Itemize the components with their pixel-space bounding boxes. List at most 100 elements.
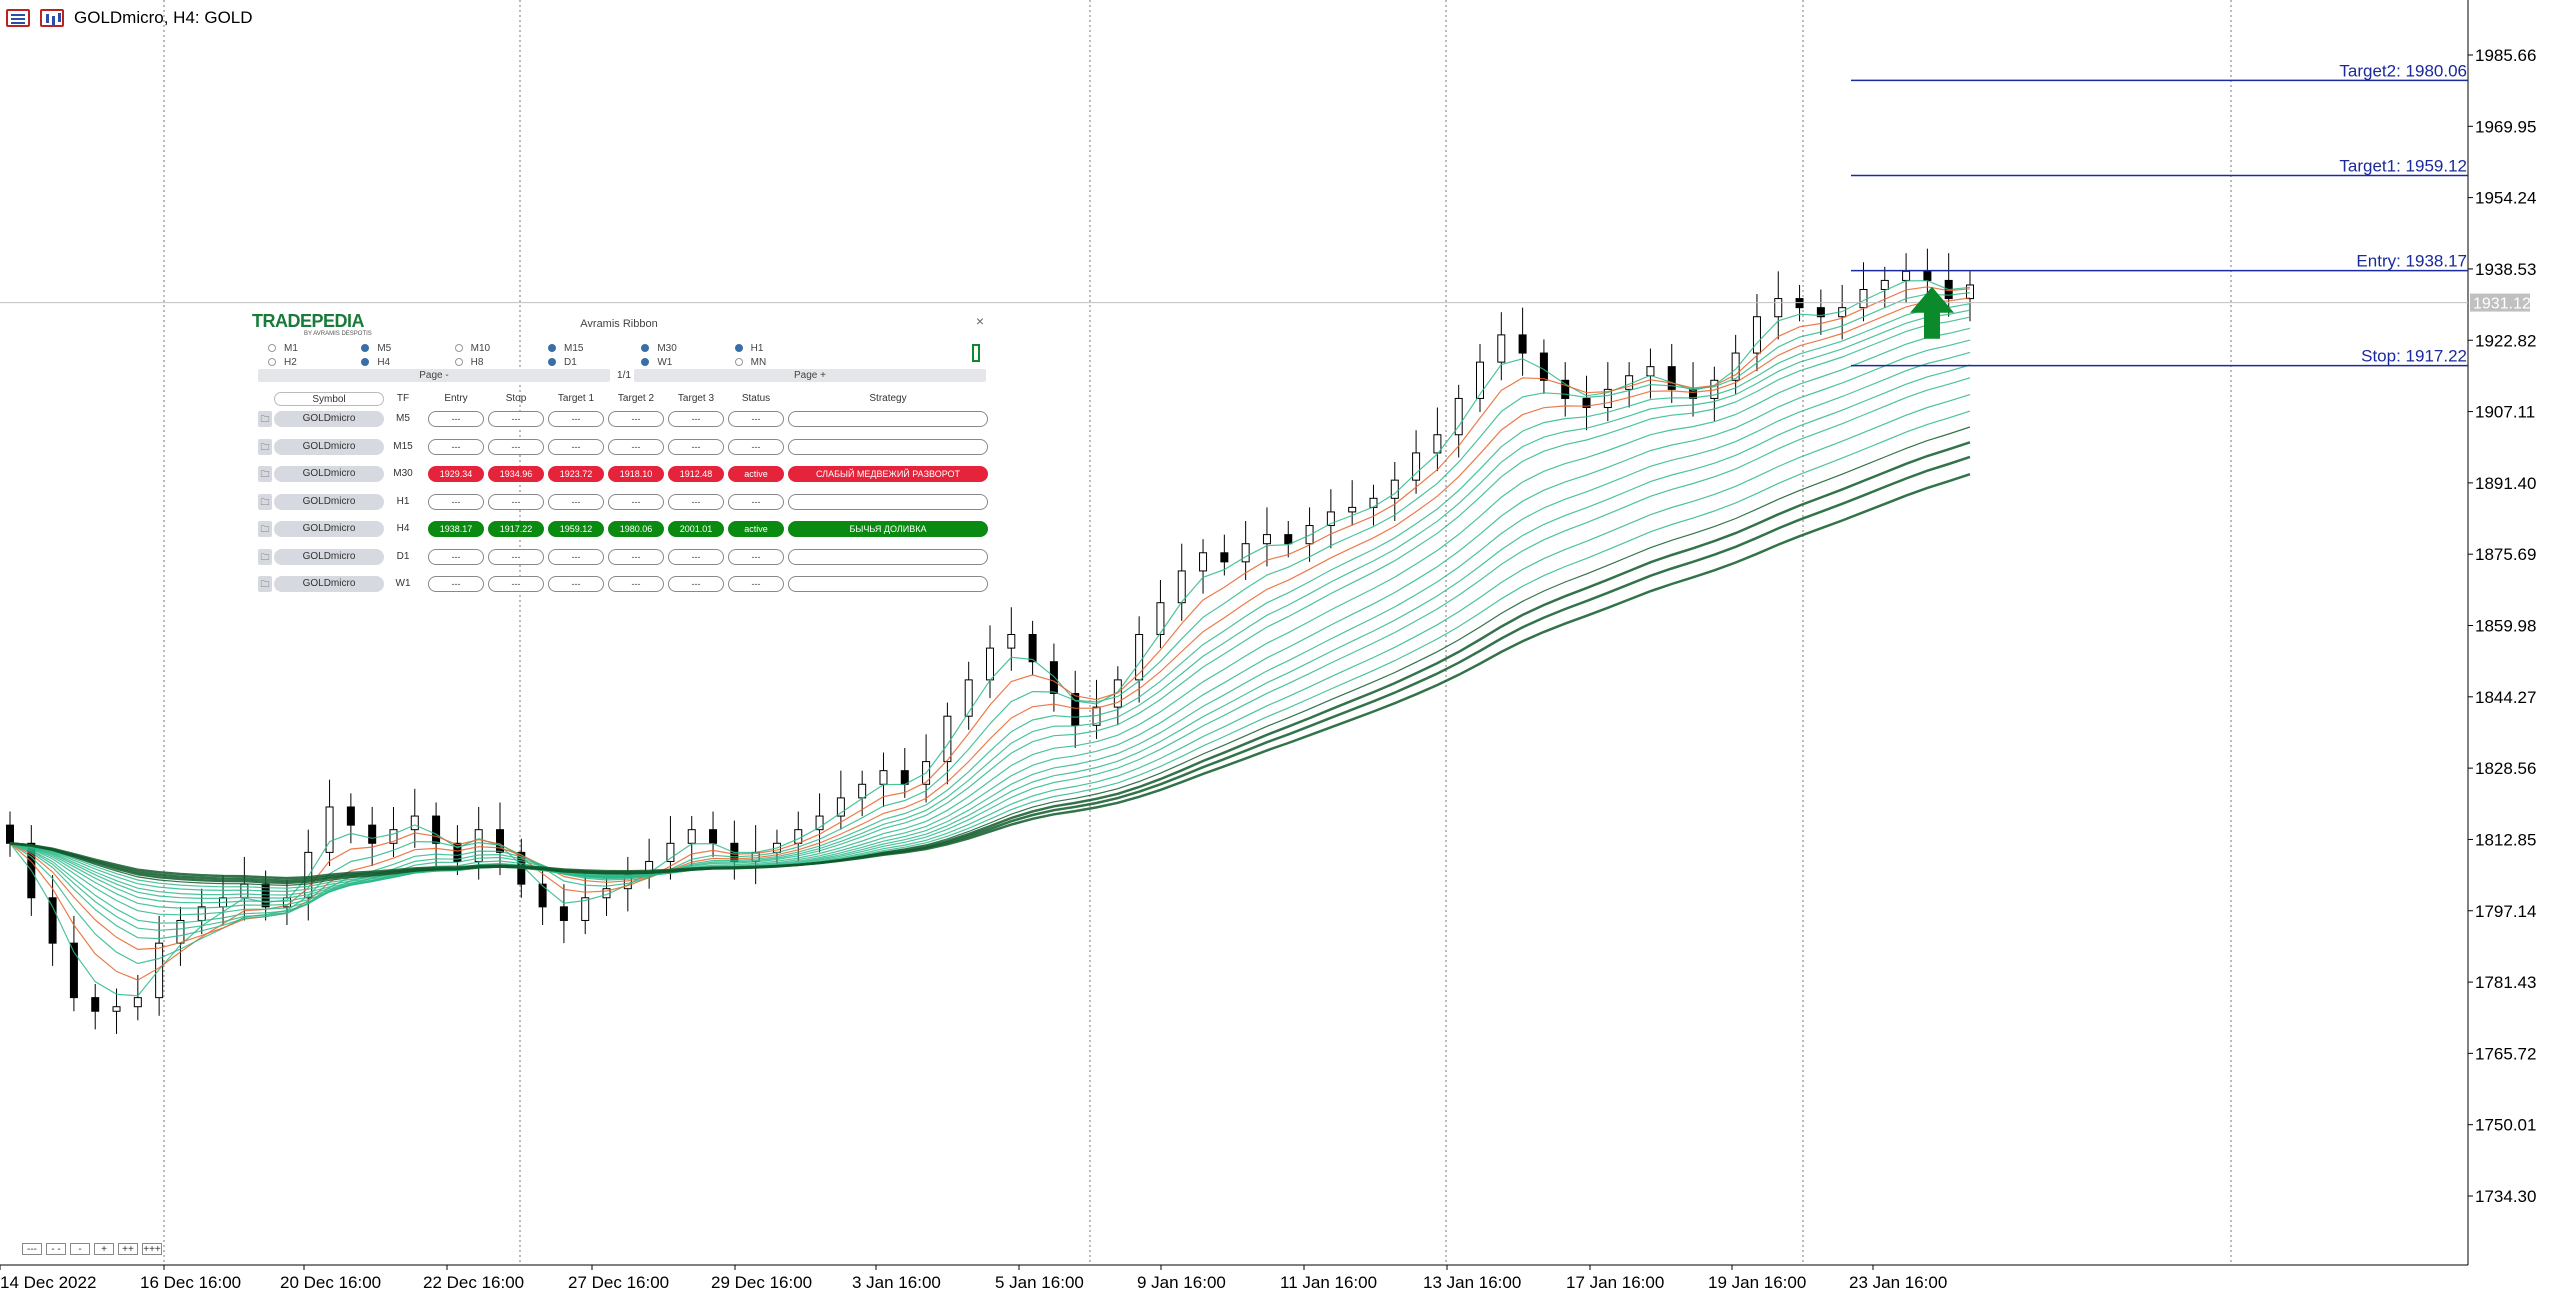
timeframe-option-m1[interactable]: M1 bbox=[268, 341, 361, 355]
timeframe-option-h2[interactable]: H2 bbox=[268, 355, 361, 369]
table-row: 🗀 GOLDmicro M5 --- --- --- --- --- --- bbox=[258, 411, 990, 427]
radio-icon[interactable] bbox=[268, 358, 276, 366]
symbol-cell[interactable]: GOLDmicro bbox=[274, 411, 384, 427]
t3-cell: 1912.48 bbox=[668, 466, 724, 482]
timeframe-option-d1[interactable]: D1 bbox=[547, 355, 641, 369]
timeframe-option-h8[interactable]: H8 bbox=[454, 355, 548, 369]
symbol-cell[interactable]: GOLDmicro bbox=[274, 466, 384, 482]
folder-icon[interactable]: 🗀 bbox=[258, 576, 272, 592]
radio-icon[interactable] bbox=[547, 358, 556, 366]
header-tf: TF bbox=[396, 393, 410, 404]
page-prev-button[interactable]: Page - bbox=[258, 369, 610, 382]
t3-cell: 2001.01 bbox=[668, 521, 724, 537]
tf-cell: W1 bbox=[395, 578, 411, 589]
bull-candle bbox=[410, 815, 419, 831]
timeframe-label: D1 bbox=[563, 356, 577, 368]
bull-candle bbox=[389, 829, 398, 844]
y-tick-label: 1797.14 bbox=[2475, 902, 2536, 921]
folder-icon[interactable]: 🗀 bbox=[258, 548, 272, 565]
y-tick-label: 1907.11 bbox=[2475, 403, 2535, 422]
radio-icon[interactable] bbox=[361, 344, 370, 352]
folder-icon[interactable]: 🗀 bbox=[258, 411, 272, 427]
timeframe-option-m15[interactable]: M15 bbox=[547, 341, 641, 355]
timeframe-option-m5[interactable]: M5 bbox=[361, 341, 454, 355]
symbol-cell[interactable]: GOLDmicro bbox=[274, 438, 384, 455]
status-indicator-icon bbox=[972, 344, 980, 362]
stop-cell: --- bbox=[488, 548, 544, 565]
bear-candle bbox=[91, 997, 100, 1012]
timeframe-option-w1[interactable]: W1 bbox=[641, 355, 734, 369]
radio-icon[interactable] bbox=[268, 344, 276, 352]
y-tick-label: 1859.98 bbox=[2475, 617, 2536, 636]
zoom-button[interactable]: --- bbox=[22, 1243, 42, 1255]
chart-type-icon[interactable] bbox=[40, 9, 64, 27]
bull-candle bbox=[1603, 388, 1612, 409]
radio-icon[interactable] bbox=[734, 344, 743, 352]
radio-icon[interactable] bbox=[641, 344, 650, 352]
entry-cell: --- bbox=[428, 493, 484, 510]
x-tick-label: 19 Jan 16:00 bbox=[1708, 1273, 1806, 1292]
timeframe-option-h4[interactable]: H4 bbox=[361, 355, 454, 369]
zoom-button[interactable]: - - bbox=[46, 1243, 66, 1255]
x-tick-label: 11 Jan 16:00 bbox=[1280, 1273, 1377, 1292]
timeframe-option-h1[interactable]: H1 bbox=[734, 341, 828, 355]
stop-cell: 1934.96 bbox=[488, 466, 544, 482]
tf-cell: M5 bbox=[396, 413, 410, 424]
level-label-stop: Stop: 1917.22 bbox=[2361, 347, 2467, 366]
bear-candle bbox=[261, 883, 270, 908]
bull-candle bbox=[986, 647, 994, 681]
bear-candle bbox=[1049, 661, 1058, 694]
folder-icon[interactable]: 🗀 bbox=[258, 438, 272, 455]
ribbon-line bbox=[9, 441, 1971, 885]
symbol-cell[interactable]: GOLDmicro bbox=[274, 576, 384, 592]
bull-candle bbox=[1326, 511, 1335, 527]
symbol-cell[interactable]: GOLDmicro bbox=[274, 493, 384, 510]
bull-candle bbox=[304, 851, 313, 899]
status-cell: active bbox=[728, 466, 784, 482]
bull-candle bbox=[325, 806, 334, 853]
zoom-button[interactable]: + bbox=[94, 1243, 114, 1255]
stop-cell: --- bbox=[488, 438, 544, 455]
x-tick-label: 22 Dec 16:00 bbox=[423, 1273, 524, 1292]
level-label-target2: Target2: 1980.06 bbox=[2339, 61, 2467, 80]
radio-icon[interactable] bbox=[641, 358, 650, 366]
timeframe-row-1: M1 M5 M10 M15 M30 H1 bbox=[268, 341, 828, 355]
folder-icon[interactable]: 🗀 bbox=[258, 521, 272, 537]
timeframe-option-m10[interactable]: M10 bbox=[454, 341, 548, 355]
table-row: 🗀 GOLDmicro H4 1938.17 1917.22 1959.12 1980.06… bbox=[258, 521, 990, 537]
bull-candle bbox=[1966, 284, 1974, 300]
radio-icon[interactable] bbox=[454, 344, 463, 352]
symbol-cell[interactable]: GOLDmicro bbox=[274, 548, 384, 565]
window-list-icon[interactable] bbox=[6, 9, 30, 27]
bull-candle bbox=[1774, 298, 1783, 318]
page-next-button[interactable]: Page + bbox=[634, 369, 986, 382]
zoom-button[interactable]: +++ bbox=[142, 1243, 162, 1255]
zoom-button[interactable]: - bbox=[70, 1243, 90, 1255]
timeframe-option-m30[interactable]: M30 bbox=[641, 341, 734, 355]
x-tick-label: 17 Jan 16:00 bbox=[1566, 1273, 1664, 1292]
entry-cell: --- bbox=[428, 576, 484, 592]
symbol-cell[interactable]: GOLDmicro bbox=[274, 521, 384, 537]
close-icon[interactable]: × bbox=[975, 313, 984, 329]
folder-icon[interactable]: 🗀 bbox=[258, 466, 272, 482]
table-row: 🗀 GOLDmicro M30 1929.34 1934.96 1923.72 1918.1… bbox=[258, 466, 990, 482]
bear-candle bbox=[1561, 379, 1570, 399]
radio-icon[interactable] bbox=[454, 358, 463, 366]
zoom-button[interactable]: ++ bbox=[118, 1243, 138, 1255]
ribbon-line bbox=[9, 394, 1971, 893]
t2-cell: --- bbox=[608, 548, 664, 565]
radio-icon[interactable] bbox=[547, 344, 556, 352]
bear-candle bbox=[538, 883, 547, 908]
bull-candle bbox=[1880, 279, 1889, 291]
y-tick-label: 1891.40 bbox=[2475, 474, 2536, 493]
radio-icon[interactable] bbox=[361, 358, 370, 366]
t3-cell: --- bbox=[668, 548, 724, 565]
x-tick-label: 20 Dec 16:00 bbox=[280, 1273, 381, 1292]
t3-cell: --- bbox=[668, 438, 724, 455]
radio-icon[interactable] bbox=[734, 358, 743, 366]
timeframe-option-mn[interactable]: MN bbox=[734, 355, 828, 369]
folder-icon[interactable]: 🗀 bbox=[258, 493, 272, 510]
t3-cell: --- bbox=[668, 493, 724, 510]
ribbon-line bbox=[9, 473, 1971, 880]
